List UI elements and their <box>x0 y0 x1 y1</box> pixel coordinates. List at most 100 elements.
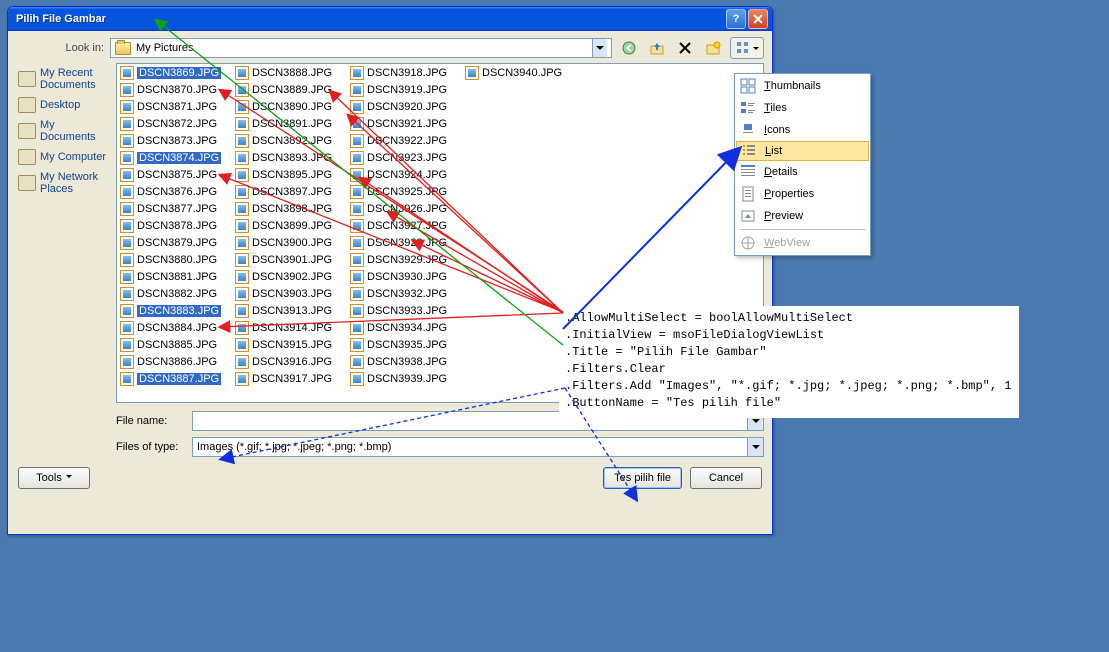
file-item[interactable]: DSCN3930.JPG <box>347 268 462 285</box>
image-file-icon <box>235 100 249 114</box>
place-item[interactable]: My Network Places <box>16 169 110 197</box>
file-item[interactable]: DSCN3919.JPG <box>347 81 462 98</box>
image-file-icon <box>350 304 364 318</box>
file-item[interactable]: DSCN3927.JPG <box>347 217 462 234</box>
file-item[interactable]: DSCN3929.JPG <box>347 251 462 268</box>
file-item[interactable]: DSCN3884.JPG <box>117 319 232 336</box>
file-item[interactable]: DSCN3873.JPG <box>117 132 232 149</box>
file-item[interactable]: DSCN3883.JPG <box>117 302 232 319</box>
file-item[interactable]: DSCN3934.JPG <box>347 319 462 336</box>
views-menu-item[interactable]: Thumbnails <box>736 75 869 97</box>
image-file-icon <box>120 83 134 97</box>
file-item[interactable]: DSCN3913.JPG <box>232 302 347 319</box>
image-file-icon <box>350 321 364 335</box>
file-item[interactable]: DSCN3886.JPG <box>117 353 232 370</box>
file-item[interactable]: DSCN3933.JPG <box>347 302 462 319</box>
file-item[interactable]: DSCN3902.JPG <box>232 268 347 285</box>
image-file-icon <box>235 270 249 284</box>
file-item[interactable]: DSCN3928.JPG <box>347 234 462 251</box>
views-menu[interactable]: ThumbnailsTilesIconsListDetailsPropertie… <box>734 73 871 256</box>
chevron-down-icon[interactable] <box>747 438 763 456</box>
image-file-icon <box>350 355 364 369</box>
file-item[interactable]: DSCN3939.JPG <box>347 370 462 387</box>
file-item[interactable]: DSCN3888.JPG <box>232 64 347 81</box>
file-item[interactable]: DSCN3925.JPG <box>347 183 462 200</box>
chevron-down-icon[interactable] <box>592 39 607 57</box>
file-item[interactable]: DSCN3893.JPG <box>232 149 347 166</box>
place-item[interactable]: My Computer <box>16 147 110 167</box>
file-item[interactable]: DSCN3916.JPG <box>232 353 347 370</box>
place-item[interactable]: My Recent Documents <box>16 65 110 93</box>
file-item[interactable]: DSCN3935.JPG <box>347 336 462 353</box>
file-item[interactable]: DSCN3871.JPG <box>117 98 232 115</box>
file-item[interactable]: DSCN3914.JPG <box>232 319 347 336</box>
file-item[interactable]: DSCN3877.JPG <box>117 200 232 217</box>
file-item[interactable]: DSCN3890.JPG <box>232 98 347 115</box>
file-item[interactable]: DSCN3920.JPG <box>347 98 462 115</box>
cancel-button[interactable]: Cancel <box>690 467 762 489</box>
file-item[interactable]: DSCN3889.JPG <box>232 81 347 98</box>
image-file-icon <box>350 134 364 148</box>
file-item[interactable]: DSCN3892.JPG <box>232 132 347 149</box>
file-item[interactable]: DSCN3917.JPG <box>232 370 347 387</box>
files-of-type-select[interactable]: Images (*.gif; *.jpg; *.jpeg; *.png; *.b… <box>192 437 764 457</box>
views-menu-item[interactable]: Preview <box>736 205 869 227</box>
image-file-icon <box>235 304 249 318</box>
close-button[interactable] <box>748 9 768 29</box>
file-item[interactable]: DSCN3882.JPG <box>117 285 232 302</box>
new-folder-button[interactable] <box>702 37 724 59</box>
file-item[interactable]: DSCN3926.JPG <box>347 200 462 217</box>
file-item[interactable]: DSCN3900.JPG <box>232 234 347 251</box>
help-button[interactable]: ? <box>726 9 746 29</box>
chevron-down-icon[interactable] <box>751 44 761 53</box>
tools-button[interactable]: Tools <box>18 467 90 489</box>
file-item[interactable]: DSCN3870.JPG <box>117 81 232 98</box>
views-menu-item[interactable]: Icons <box>736 119 869 141</box>
views-menu-item[interactable]: Tiles <box>736 97 869 119</box>
file-item[interactable]: DSCN3891.JPG <box>232 115 347 132</box>
image-file-icon <box>235 151 249 165</box>
image-file-icon <box>120 219 134 233</box>
file-item[interactable]: DSCN3898.JPG <box>232 200 347 217</box>
file-item[interactable]: DSCN3924.JPG <box>347 166 462 183</box>
image-file-icon <box>120 202 134 216</box>
place-item[interactable]: Desktop <box>16 95 110 115</box>
place-item[interactable]: My Documents <box>16 117 110 145</box>
file-item[interactable]: DSCN3885.JPG <box>117 336 232 353</box>
file-item[interactable]: DSCN3901.JPG <box>232 251 347 268</box>
file-item[interactable]: DSCN3878.JPG <box>117 217 232 234</box>
file-item[interactable]: DSCN3940.JPG <box>462 64 577 81</box>
file-item[interactable]: DSCN3899.JPG <box>232 217 347 234</box>
file-item[interactable]: DSCN3887.JPG <box>117 370 232 387</box>
delete-button[interactable] <box>674 37 696 59</box>
file-item[interactable]: DSCN3903.JPG <box>232 285 347 302</box>
file-item[interactable]: DSCN3921.JPG <box>347 115 462 132</box>
place-icon <box>18 123 36 139</box>
file-item[interactable]: DSCN3915.JPG <box>232 336 347 353</box>
look-in-combo[interactable]: My Pictures <box>110 38 612 58</box>
file-item[interactable]: DSCN3897.JPG <box>232 183 347 200</box>
image-file-icon <box>120 185 134 199</box>
file-item[interactable]: DSCN3869.JPG <box>117 64 232 81</box>
image-file-icon <box>350 117 364 131</box>
file-item[interactable]: DSCN3876.JPG <box>117 183 232 200</box>
file-item[interactable]: DSCN3881.JPG <box>117 268 232 285</box>
file-item[interactable]: DSCN3895.JPG <box>232 166 347 183</box>
views-menu-item[interactable]: Properties <box>736 183 869 205</box>
file-item[interactable]: DSCN3874.JPG <box>117 149 232 166</box>
up-one-level-button[interactable] <box>646 37 668 59</box>
file-item[interactable]: DSCN3922.JPG <box>347 132 462 149</box>
file-item[interactable]: DSCN3875.JPG <box>117 166 232 183</box>
views-menu-item[interactable]: List <box>736 141 869 161</box>
file-item[interactable]: DSCN3872.JPG <box>117 115 232 132</box>
file-item[interactable]: DSCN3918.JPG <box>347 64 462 81</box>
back-button[interactable] <box>618 37 640 59</box>
file-item[interactable]: DSCN3880.JPG <box>117 251 232 268</box>
views-button[interactable] <box>730 37 764 59</box>
views-menu-item[interactable]: Details <box>736 161 869 183</box>
file-item[interactable]: DSCN3923.JPG <box>347 149 462 166</box>
file-item[interactable]: DSCN3938.JPG <box>347 353 462 370</box>
file-item[interactable]: DSCN3932.JPG <box>347 285 462 302</box>
file-item[interactable]: DSCN3879.JPG <box>117 234 232 251</box>
open-button[interactable]: Tes pilih file <box>603 467 682 489</box>
